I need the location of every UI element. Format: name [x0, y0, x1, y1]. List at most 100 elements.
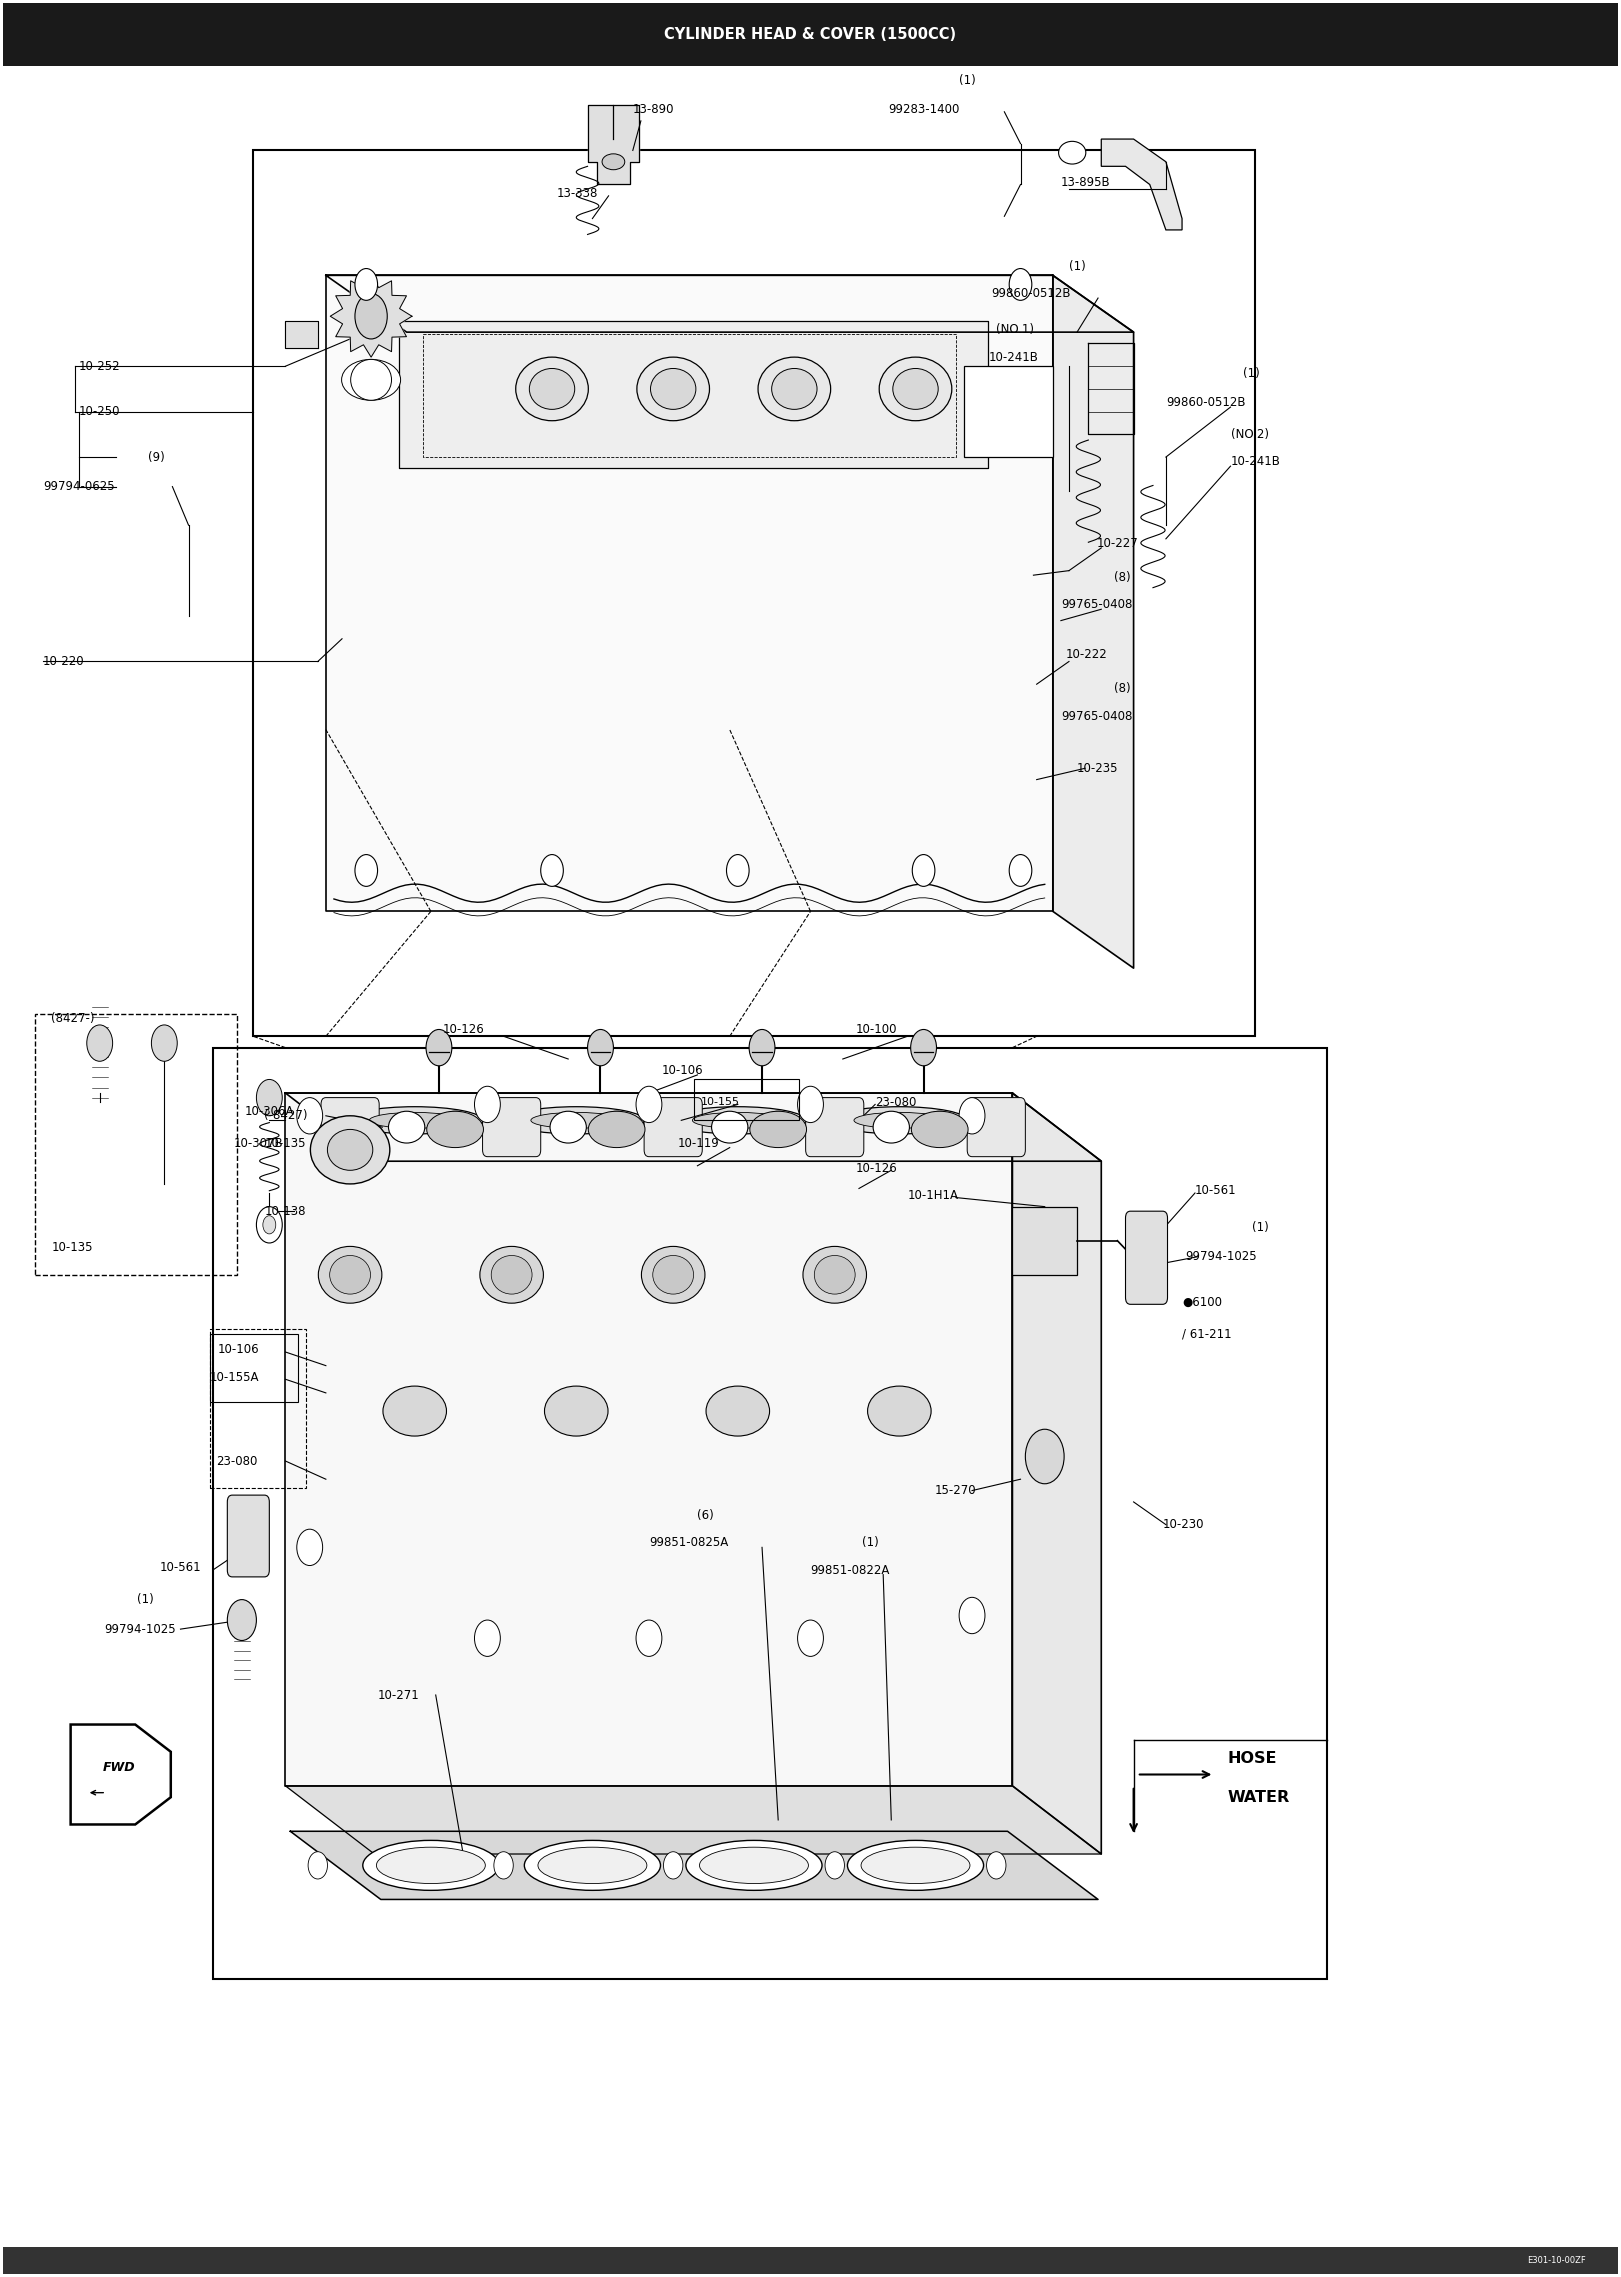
Ellipse shape — [637, 357, 710, 421]
Text: HOSE: HOSE — [1227, 1751, 1277, 1767]
Ellipse shape — [389, 1111, 425, 1143]
Ellipse shape — [588, 1111, 645, 1148]
FancyBboxPatch shape — [227, 1496, 269, 1578]
Text: 10-230: 10-230 — [1162, 1519, 1204, 1530]
Text: 10-100: 10-100 — [856, 1022, 898, 1036]
Circle shape — [541, 854, 564, 886]
Text: 10-271: 10-271 — [378, 1690, 420, 1701]
Ellipse shape — [438, 1111, 473, 1143]
Text: 10-138: 10-138 — [264, 1205, 306, 1218]
Text: (1): (1) — [1251, 1220, 1268, 1234]
Ellipse shape — [327, 1129, 373, 1170]
Ellipse shape — [893, 369, 939, 410]
Circle shape — [913, 854, 935, 886]
Ellipse shape — [598, 1111, 635, 1143]
Text: (9): (9) — [148, 451, 165, 465]
FancyBboxPatch shape — [3, 2, 1618, 66]
Ellipse shape — [653, 1255, 694, 1293]
Circle shape — [256, 1207, 282, 1243]
Text: 10-241B: 10-241B — [989, 351, 1037, 364]
Text: 10-222: 10-222 — [1065, 649, 1107, 660]
Ellipse shape — [700, 1847, 809, 1883]
Circle shape — [635, 1086, 661, 1123]
Text: (1): (1) — [960, 73, 976, 87]
Text: 10-135: 10-135 — [52, 1241, 92, 1255]
Text: 10-119: 10-119 — [678, 1136, 720, 1150]
Polygon shape — [71, 1724, 170, 1824]
Text: (8): (8) — [1114, 683, 1131, 694]
FancyBboxPatch shape — [3, 2247, 1618, 2275]
Text: CYLINDER HEAD & COVER (1500CC): CYLINDER HEAD & COVER (1500CC) — [665, 27, 956, 41]
Ellipse shape — [347, 1107, 483, 1134]
Ellipse shape — [874, 1111, 909, 1143]
Polygon shape — [285, 1785, 1101, 1853]
Ellipse shape — [491, 1255, 532, 1293]
Circle shape — [475, 1619, 501, 1655]
Ellipse shape — [329, 1255, 371, 1293]
Text: (8427-): (8427-) — [52, 1011, 94, 1025]
PathPatch shape — [1101, 139, 1182, 230]
Text: (1): (1) — [1068, 260, 1086, 273]
Text: 99794-1025: 99794-1025 — [1185, 1250, 1256, 1264]
Circle shape — [587, 1029, 613, 1066]
Ellipse shape — [861, 1847, 969, 1883]
Circle shape — [355, 294, 387, 339]
Ellipse shape — [310, 1116, 389, 1184]
Circle shape — [987, 1851, 1007, 1879]
Circle shape — [749, 1029, 775, 1066]
Text: (1): (1) — [1243, 367, 1260, 380]
Text: 99765-0408: 99765-0408 — [1060, 710, 1133, 722]
Circle shape — [426, 1029, 452, 1066]
Ellipse shape — [370, 1113, 460, 1129]
Text: 10-235: 10-235 — [1076, 763, 1118, 774]
Text: FWD: FWD — [102, 1760, 136, 1774]
Text: 10-126: 10-126 — [856, 1161, 898, 1175]
Text: 99860-0512B: 99860-0512B — [1165, 396, 1245, 410]
Ellipse shape — [760, 1111, 796, 1143]
Ellipse shape — [363, 1840, 499, 1890]
Polygon shape — [1013, 1093, 1101, 1853]
Ellipse shape — [911, 1111, 968, 1148]
Ellipse shape — [538, 1847, 647, 1883]
Circle shape — [308, 1851, 327, 1879]
Polygon shape — [331, 276, 412, 357]
Ellipse shape — [879, 357, 952, 421]
Text: WATER: WATER — [1227, 1790, 1290, 1806]
Text: 10-241B: 10-241B — [1230, 455, 1281, 469]
Text: E301-10-00ZF: E301-10-00ZF — [1527, 2257, 1585, 2266]
Circle shape — [355, 854, 378, 886]
Ellipse shape — [712, 1111, 747, 1143]
Ellipse shape — [707, 1387, 770, 1437]
Circle shape — [960, 1598, 986, 1633]
FancyBboxPatch shape — [1013, 1207, 1076, 1275]
Text: ●6100: ●6100 — [1182, 1296, 1222, 1309]
Text: 10-220: 10-220 — [44, 656, 84, 667]
Text: 13-895B: 13-895B — [1060, 175, 1110, 189]
Ellipse shape — [669, 1107, 806, 1134]
Circle shape — [726, 854, 749, 886]
Circle shape — [825, 1851, 845, 1879]
Text: (NO.2): (NO.2) — [1230, 428, 1269, 442]
Polygon shape — [290, 1831, 1097, 1899]
Circle shape — [1010, 269, 1033, 301]
Circle shape — [355, 269, 378, 301]
Circle shape — [297, 1530, 323, 1567]
FancyBboxPatch shape — [964, 367, 1052, 458]
Ellipse shape — [832, 1107, 968, 1134]
Text: 23-080: 23-080 — [216, 1455, 258, 1469]
Text: 13-890: 13-890 — [632, 102, 674, 116]
Ellipse shape — [759, 357, 830, 421]
Text: 10-252: 10-252 — [79, 360, 120, 373]
Ellipse shape — [480, 1246, 543, 1302]
Text: 99765-0408: 99765-0408 — [1060, 599, 1133, 610]
Polygon shape — [285, 1093, 1101, 1161]
Text: (1): (1) — [862, 1537, 879, 1548]
FancyBboxPatch shape — [644, 1098, 702, 1157]
Ellipse shape — [772, 369, 817, 410]
Text: 99794-1025: 99794-1025 — [104, 1624, 177, 1635]
Ellipse shape — [642, 1246, 705, 1302]
Ellipse shape — [426, 1111, 483, 1148]
Text: 99794-0625: 99794-0625 — [44, 480, 115, 494]
Text: (NO.1): (NO.1) — [997, 323, 1034, 337]
Ellipse shape — [854, 1113, 945, 1129]
